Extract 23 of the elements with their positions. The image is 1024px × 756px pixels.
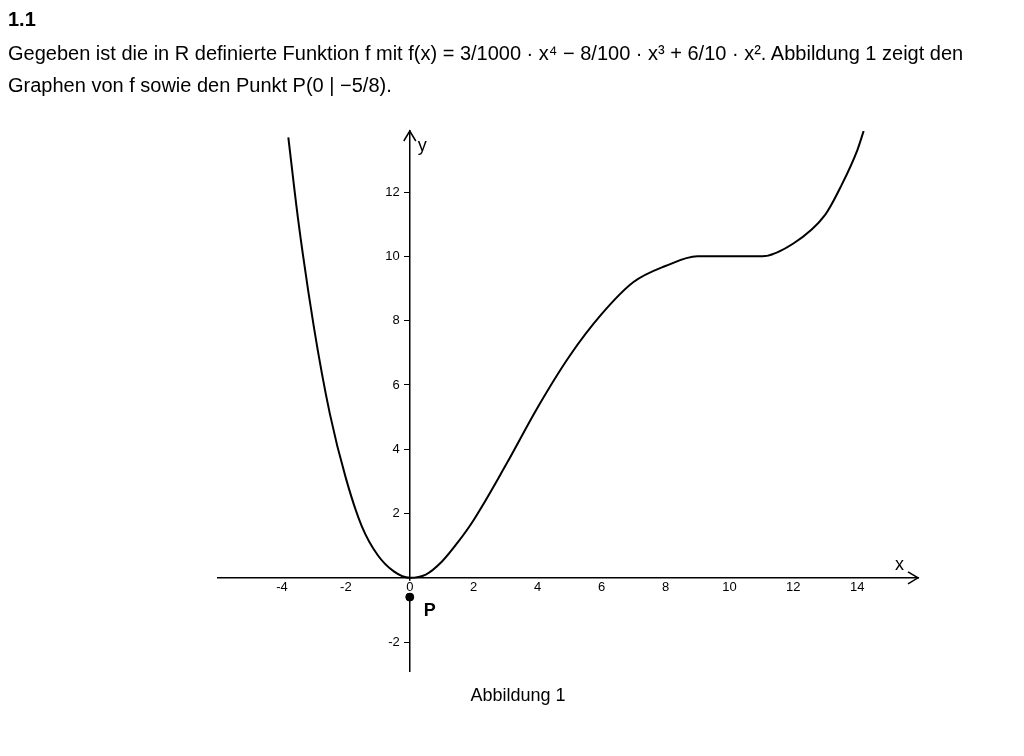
chart-subtitle: Gegeben ist die in R definierte Funktion f mit f(x) = 3/1000 · x⁴ − 8/100 · x³ + 6/10 · x². Abbildung 1 zeigt den Graphen von f sowie den Punkt P(0 | −5/8). bbox=[8, 41, 965, 98]
y-tick-label: 8 bbox=[392, 312, 400, 328]
y-tick-label: 2 bbox=[392, 505, 400, 521]
x-tick-label: 8 bbox=[661, 578, 670, 594]
x-tick-label: 10 bbox=[722, 578, 737, 594]
text: 1.1 bbox=[8, 8, 37, 31]
y-tick-label: 10 bbox=[385, 247, 400, 263]
x-axis-title: x bbox=[895, 553, 904, 574]
x-tick-label: 14 bbox=[850, 578, 865, 594]
x-tick-label: 0 bbox=[406, 578, 414, 594]
x-tick-label: 12 bbox=[786, 578, 801, 594]
annotation: P bbox=[423, 600, 436, 621]
y-tick-label: -2 bbox=[388, 633, 400, 649]
x-tick-label: -2 bbox=[340, 578, 352, 594]
text: Abbildung 1 bbox=[469, 685, 567, 706]
y-tick-label: 12 bbox=[385, 183, 400, 199]
y-axis-title: y bbox=[417, 134, 427, 155]
x-tick-label: 2 bbox=[470, 578, 478, 594]
y-tick-label: 6 bbox=[392, 376, 400, 392]
x-tick-label: 4 bbox=[534, 578, 542, 594]
x-tick-label: 6 bbox=[597, 578, 606, 594]
x-tick-label: -4 bbox=[276, 578, 288, 594]
y-tick-label: 4 bbox=[392, 440, 400, 456]
